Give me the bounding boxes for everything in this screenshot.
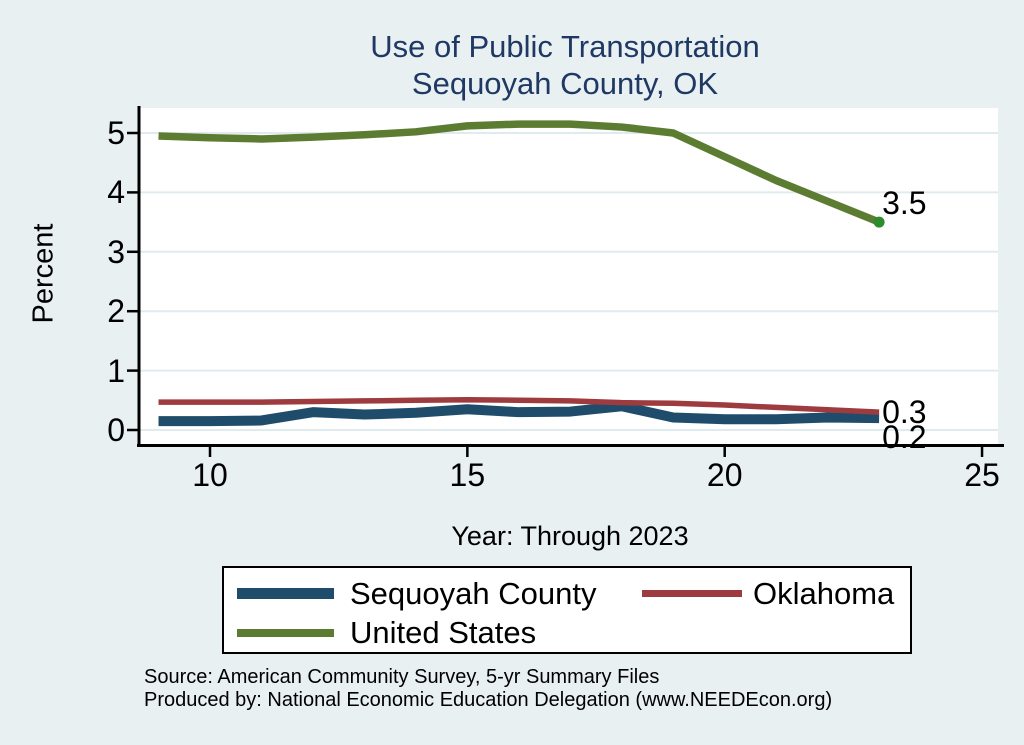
end-label-oklahoma: 0.3: [882, 394, 927, 431]
y-tick-label: 5: [107, 115, 125, 151]
legend-swatch-oklahoma: [642, 590, 742, 597]
produced-by-note: Produced by: National Economic Education…: [144, 689, 833, 711]
y-tick-label: 1: [107, 352, 125, 389]
legend-swatch-united-states: [237, 629, 334, 637]
legend-swatch-sequoyah-county: [237, 588, 334, 599]
plot-background: [140, 108, 998, 444]
x-tick-label: 10: [192, 457, 228, 493]
legend-label-sequoyah-county: Sequoyah County: [350, 576, 597, 611]
x-tick-label: 20: [706, 457, 743, 493]
source-note: Source: American Community Survey, 5-yr …: [144, 666, 660, 688]
y-axis-title: Percent: [27, 223, 60, 324]
x-tick-label: 15: [449, 457, 486, 493]
legend-label-united-states: United States: [350, 615, 537, 650]
footer-notes: Source: American Community Survey, 5-yr …: [144, 666, 832, 712]
y-tick-label: 2: [107, 293, 125, 330]
series-line-sequoyah-county: [158, 401, 880, 427]
series-line-oklahoma: [158, 396, 880, 415]
x-tick-label: 25: [964, 457, 1000, 493]
y-tick-label: 0: [107, 412, 125, 448]
chart-title: Use of Public Transportation Sequoyah Co…: [120, 28, 1010, 102]
x-axis-title: Year: Through 2023: [451, 521, 689, 551]
chart-title-line1: Use of Public Transportation: [370, 29, 760, 64]
end-label-united-states: 3.5: [882, 185, 927, 222]
series-end-marker: [873, 216, 885, 228]
y-tick-label: 4: [107, 174, 125, 211]
legend: Sequoyah County Oklahoma United States: [222, 566, 912, 654]
series-line-united-states: [158, 120, 881, 226]
y-tick-label: 3: [107, 233, 125, 270]
end-label-sequoyah-county: 0.2: [882, 419, 927, 456]
legend-label-oklahoma: Oklahoma: [753, 576, 895, 611]
chart-title-line2: Sequoyah County, OK: [411, 66, 719, 101]
